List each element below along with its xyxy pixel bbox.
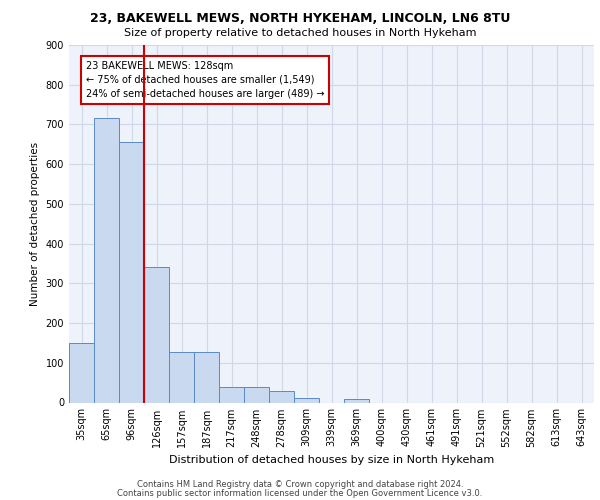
Y-axis label: Number of detached properties: Number of detached properties [30, 142, 40, 306]
Bar [219, 386, 244, 402]
Bar [119, 142, 144, 402]
Bar [244, 386, 269, 402]
Bar [69, 343, 94, 402]
Bar [144, 268, 169, 402]
Bar [194, 352, 219, 403]
Bar [294, 398, 319, 402]
Text: 23, BAKEWELL MEWS, NORTH HYKEHAM, LINCOLN, LN6 8TU: 23, BAKEWELL MEWS, NORTH HYKEHAM, LINCOL… [90, 12, 510, 26]
Bar [344, 400, 369, 402]
Text: Size of property relative to detached houses in North Hykeham: Size of property relative to detached ho… [124, 28, 476, 38]
Text: 23 BAKEWELL MEWS: 128sqm
← 75% of detached houses are smaller (1,549)
24% of sem: 23 BAKEWELL MEWS: 128sqm ← 75% of detach… [86, 61, 325, 99]
X-axis label: Distribution of detached houses by size in North Hykeham: Distribution of detached houses by size … [169, 455, 494, 465]
Bar [169, 352, 194, 403]
Bar [94, 118, 119, 403]
Text: Contains HM Land Registry data © Crown copyright and database right 2024.: Contains HM Land Registry data © Crown c… [137, 480, 463, 489]
Bar [269, 392, 294, 402]
Text: Contains public sector information licensed under the Open Government Licence v3: Contains public sector information licen… [118, 489, 482, 498]
